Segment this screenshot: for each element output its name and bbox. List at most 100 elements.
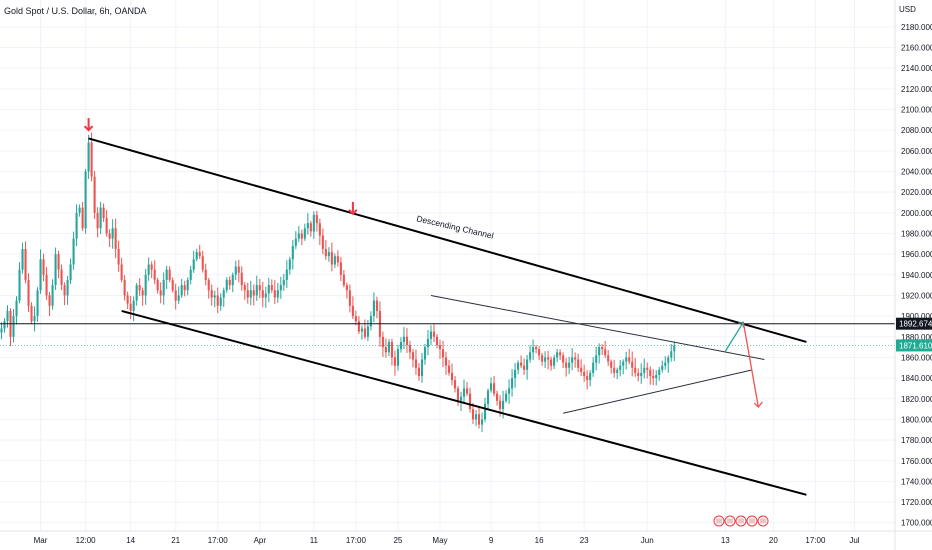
x-tick-label: 14: [126, 536, 135, 545]
candle-body: [423, 347, 427, 360]
event-flag-icon: [727, 518, 733, 524]
candle-body: [547, 357, 550, 360]
candle-body: [393, 357, 396, 366]
candle-body: [345, 285, 348, 291]
candle-body: [282, 279, 285, 286]
candle-body: [655, 375, 658, 379]
candle-body: [297, 233, 300, 239]
candle-body: [201, 256, 204, 270]
candle-body: [24, 248, 27, 280]
candle-body: [468, 393, 472, 410]
candle-body: [207, 279, 210, 291]
candle-body: [577, 359, 580, 368]
candle-body: [622, 361, 625, 366]
candle-body: [607, 355, 610, 362]
candle-body: [616, 369, 619, 373]
y-tick-label: 1860.000: [901, 353, 932, 362]
candle-body: [571, 357, 574, 363]
y-tick-label: 1840.000: [901, 374, 932, 383]
candle-body: [628, 357, 631, 362]
candle-body: [12, 316, 15, 337]
candle-body: [462, 388, 466, 397]
candle-body: [255, 285, 258, 296]
candle-body: [165, 269, 168, 280]
candle-body: [562, 355, 565, 363]
candle-body: [336, 256, 339, 263]
candle-body: [180, 285, 183, 296]
y-tick-label: 1980.000: [901, 229, 932, 238]
candle-body: [27, 279, 30, 306]
candle-body: [192, 259, 195, 270]
event-flag-icon: [760, 518, 766, 524]
candle-body: [496, 393, 499, 401]
x-tick-label: 13: [721, 536, 730, 545]
candle-body: [309, 223, 312, 232]
candle-body: [123, 279, 126, 296]
pivot-down-arrow: [83, 118, 94, 132]
candle-body: [30, 305, 33, 322]
candle-body: [601, 347, 604, 350]
candle-body: [87, 142, 90, 172]
candle-body: [541, 355, 544, 362]
candle-body: [234, 266, 237, 275]
currency-label: USD: [899, 5, 916, 14]
candle-body: [375, 300, 378, 311]
candle-body: [586, 376, 589, 381]
candle-body: [658, 369, 661, 376]
y-tick-label: 1880.000: [901, 333, 932, 342]
candle-body: [225, 279, 228, 291]
x-tick-label: Mar: [34, 536, 48, 545]
candle-body: [559, 352, 562, 356]
y-tick-label: 2080.000: [901, 126, 932, 135]
candle-body: [520, 362, 523, 366]
x-tick-label: 16: [535, 536, 544, 545]
candle-body: [288, 259, 291, 270]
candle-body: [312, 214, 315, 232]
candle-body: [117, 248, 120, 265]
candle-body: [526, 359, 529, 370]
candle-body: [486, 390, 490, 404]
candle-body: [372, 300, 375, 317]
candle-body: [243, 285, 246, 291]
y-tick-label: 1720.000: [901, 498, 932, 507]
candle-body: [387, 341, 390, 353]
candle-body: [99, 207, 102, 229]
candle-body: [156, 279, 159, 291]
candle-body: [499, 400, 502, 410]
grid: [0, 0, 895, 531]
candle-body: [589, 372, 592, 381]
candle-body: [363, 328, 366, 337]
candle-body: [240, 272, 243, 286]
y-tick-label: 2120.000: [901, 85, 932, 94]
price-label-text: 1871.610: [899, 341, 932, 350]
candle-body: [132, 300, 135, 311]
candle-body: [126, 295, 129, 304]
candle-body: [357, 321, 360, 332]
candle-body: [390, 341, 393, 358]
candle-body: [610, 361, 613, 368]
candle-body: [505, 393, 508, 401]
event-flag-icon: [738, 518, 744, 524]
candle-body: [93, 176, 96, 213]
y-tick-label: 1920.000: [901, 291, 932, 300]
candle-body: [300, 233, 303, 239]
candle-body: [429, 331, 433, 339]
candle-body: [96, 212, 99, 229]
y-tick-label: 2140.000: [901, 64, 932, 73]
candle-body: [333, 256, 336, 265]
candle-body: [54, 254, 57, 286]
candle-body: [667, 357, 670, 363]
x-tick-label: 12:00: [76, 536, 97, 545]
candle-body: [493, 383, 496, 394]
candle-body: [354, 316, 357, 322]
x-tick-label: 17:00: [208, 536, 229, 545]
candle-body: [592, 362, 595, 373]
candle-body: [631, 361, 634, 368]
candle-body: [535, 347, 538, 350]
candle-body: [405, 336, 409, 346]
candle-body: [544, 357, 547, 362]
candle-body: [435, 336, 439, 346]
candle-body: [574, 357, 577, 360]
price-label-text: 1892.674: [899, 320, 932, 329]
